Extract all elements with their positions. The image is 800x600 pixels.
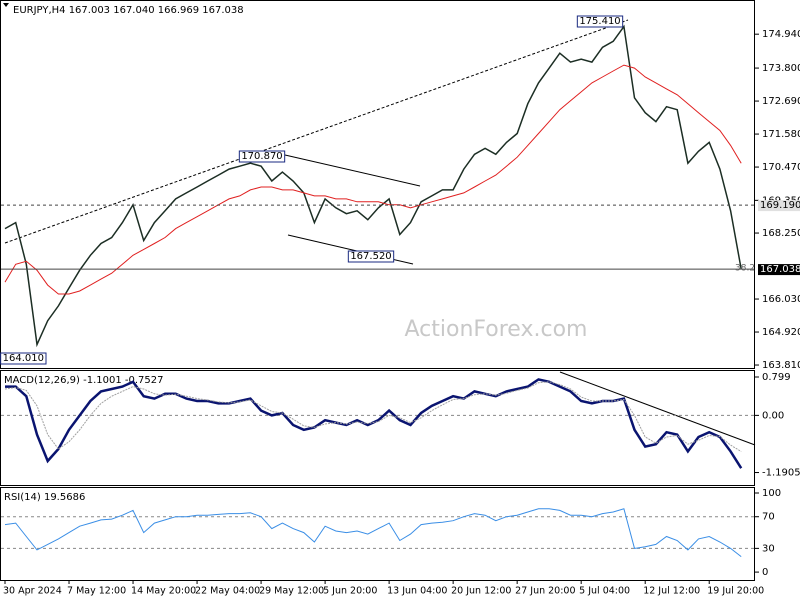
x-tick-label: 5 Jul 04:00 [579,586,630,597]
annotation: 38.2 [735,264,755,274]
label-box [347,250,395,263]
y-tick-label: 172.690 [762,96,800,107]
trend-line [4,19,629,244]
rsi-panel [0,487,755,581]
x-tick-label: 27 Jun 20:00 [515,586,575,597]
y-tick-label: 0.799 [762,372,791,383]
annotation: 167.520 [350,251,391,262]
label-box [0,352,47,365]
y-tick-label: 166.030 [762,294,800,305]
panel-icon [3,3,9,7]
y-tick-label: 0 [762,567,768,578]
macd-panel [0,370,755,486]
series-line [4,64,742,295]
x-tick-label: 7 May 12:00 [67,586,126,597]
y-tick-label: 70 [762,512,775,523]
panel-title: RSI(14) 19.5686 [4,492,85,503]
x-tick-label: 14 May 20:00 [131,586,196,597]
annotation: 164.010 [3,353,44,364]
y-tick-label: 174.940 [762,29,800,40]
series-line [4,381,742,452]
y-tick-label: -1.1905 [762,468,800,479]
annotation: 170.870 [241,151,282,162]
x-tick-label: 20 Jun 12:00 [451,586,511,597]
panel-title: EURJPY,H4 167.003 167.040 166.969 167.03… [13,5,244,16]
x-tick-label: 12 Jul 12:00 [643,586,700,597]
y-tick-label: 164.920 [762,327,800,338]
x-tick-label: 5 Jun 20:00 [323,586,377,597]
y-tick-label: 100 [762,488,781,499]
series-line [4,24,742,348]
label-box [758,264,800,276]
panel-title: MACD(12,26,9) -1.1001 -0.7527 [4,375,164,386]
x-tick-label: 30 Apr 2024 [3,586,62,597]
annotation: 175.410 [579,16,620,27]
x-tick-label: 13 Jun 04:00 [387,586,447,597]
x-tick-label: 19 Jul 20:00 [707,586,764,597]
watermark: ActionForex.com [405,317,588,342]
plot-layer: EURJPY,H4 167.003 167.040 166.969 167.03… [0,5,800,597]
series-line [4,508,742,557]
y-tick-label: 30 [762,543,775,554]
label-box [238,150,286,163]
macd-trend-line [559,371,756,446]
label-box [758,200,800,212]
label-box [576,15,624,28]
price-label: 169.190 [760,200,800,211]
y-tick-label: 170.470 [762,162,800,173]
y-tick-label: 168.250 [762,228,800,239]
price-label: 167.038 [760,264,800,275]
main-panel [0,0,755,369]
x-tick-label: 29 May 12:00 [259,586,324,597]
channel-line [284,154,421,187]
x-tick-label: 22 May 04:00 [195,586,260,597]
y-tick-label: 0.00 [762,410,784,421]
y-tick-label: 173.800 [762,63,800,74]
y-tick-label: 171.580 [762,129,800,140]
y-tick-label: 163.810 [762,360,800,371]
